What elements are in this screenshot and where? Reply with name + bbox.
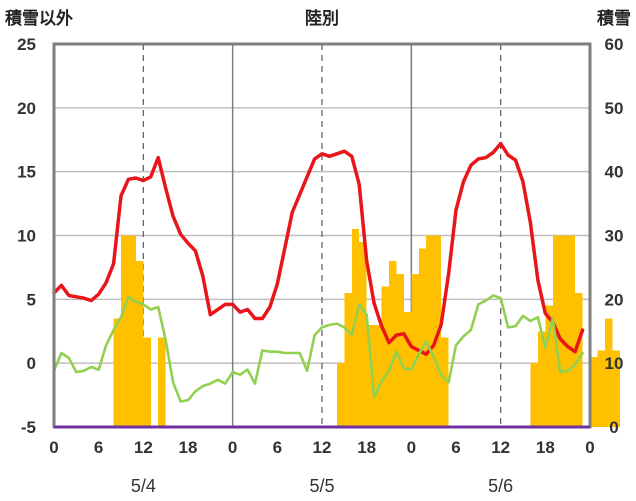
x-tick-label: 18: [357, 438, 376, 457]
left-tick-label: 15: [17, 163, 36, 182]
x-tick-label: 18: [536, 438, 555, 457]
snowfall-bar: [530, 363, 538, 427]
x-tick-label: 0: [49, 438, 58, 457]
right-axis-title: 積雪: [597, 8, 631, 29]
left-tick-label: 5: [27, 290, 36, 309]
left-tick-label: 10: [17, 227, 36, 246]
x-tick-label: 6: [273, 438, 282, 457]
snowfall-bar: [441, 337, 449, 427]
x-tick-label: 6: [94, 438, 103, 457]
snowfall-bar: [552, 235, 576, 427]
snowfall-bar: [143, 337, 151, 427]
snowfall-bar: [590, 356, 598, 427]
snowfall-bar: [418, 248, 427, 427]
right-tick-label: 10: [605, 354, 624, 373]
x-tick-label: 12: [134, 438, 153, 457]
x-tick-label: 0: [407, 438, 416, 457]
left-tick-label: 0: [27, 354, 36, 373]
left-tick-label: 20: [17, 99, 36, 118]
x-tick-label: 18: [179, 438, 198, 457]
snowfall-bar: [158, 337, 166, 427]
snowfall-bar: [135, 261, 144, 427]
chart-title: 陸別: [305, 8, 339, 29]
green_series-line: [52, 294, 584, 403]
day-label: 5/5: [309, 476, 334, 496]
snowfall-bar: [426, 235, 442, 427]
series-lines: [52, 141, 585, 403]
snowfall-bar: [612, 350, 620, 427]
x-tick-label: 12: [313, 438, 332, 457]
left-axis-title: 積雪以外: [5, 8, 73, 29]
right-tick-label: 60: [605, 35, 624, 54]
snowfall-bar: [336, 363, 345, 427]
snowfall-bar: [351, 229, 360, 427]
snowfall-bar: [381, 286, 389, 427]
snowfall-bar: [396, 273, 404, 427]
day-label: 5/6: [488, 476, 513, 496]
right-tick-label: 40: [605, 163, 624, 182]
x-tick-label: 0: [228, 438, 237, 457]
snowfall-bar: [604, 318, 613, 427]
left-tick-label: -5: [21, 418, 36, 437]
snowfall-bar: [359, 241, 367, 427]
snowfall-bar: [545, 305, 553, 427]
x-tick-label: 6: [451, 438, 460, 457]
temperature-line: [52, 141, 585, 356]
snowfall-bar: [389, 261, 397, 427]
x-tick-label: 0: [585, 438, 594, 457]
right-tick-label: 50: [605, 99, 624, 118]
snowfall-bar: [113, 318, 121, 427]
day-label: 5/4: [131, 476, 156, 496]
right-tick-label: 30: [605, 227, 624, 246]
left-tick-label: 25: [17, 35, 36, 54]
x-tick-label: 12: [491, 438, 510, 457]
snowfall-bar: [344, 292, 352, 427]
snowfall-bar: [537, 331, 546, 427]
snowfall-bar: [597, 350, 605, 427]
right-tick-label: 20: [605, 290, 624, 309]
snowfall-bar: [121, 235, 136, 427]
right-tick-label: 0: [609, 418, 618, 437]
